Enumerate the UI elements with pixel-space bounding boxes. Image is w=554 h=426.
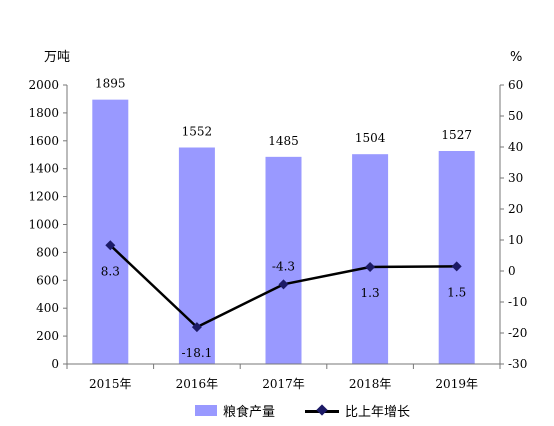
right-tick-label-40: 40 (508, 140, 523, 154)
growth-point-2018年 (365, 261, 376, 272)
right-tick-label--20: -20 (508, 326, 527, 340)
x-tick-label-2016年: 2016年 (176, 377, 219, 391)
legend: 粮食产量 比上年增长 (195, 400, 410, 420)
left-tick-label-0: 0 (51, 357, 59, 371)
bar-label-2015年: 1895 (95, 77, 126, 91)
bar-label-2018年: 1504 (355, 131, 386, 145)
legend-bar-label: 粮食产量 (223, 404, 276, 420)
bar-2015年 (92, 99, 129, 365)
legend-item-bar: 粮食产量 (195, 401, 275, 420)
bar-label-2019年: 1527 (441, 128, 472, 142)
bar-2017年 (265, 156, 302, 364)
bar-2018年 (352, 154, 389, 364)
x-tick-label-2019年: 2019年 (435, 377, 478, 391)
right-axis-unit: % (510, 50, 523, 65)
bar-2019年 (438, 150, 475, 364)
left-axis-unit: 万吨 (44, 50, 71, 65)
x-tick-label-2018年: 2018年 (349, 377, 392, 391)
left-tick-label-1600: 1600 (28, 134, 59, 148)
left-tick-label-1400: 1400 (28, 162, 59, 176)
left-tick-label-800: 800 (36, 245, 59, 259)
bar-label-2016年: 1552 (182, 124, 213, 138)
growth-point-2016年 (191, 322, 202, 333)
legend-line-swatch (305, 405, 340, 416)
legend-line-label: 比上年增长 (345, 404, 411, 420)
growth-label-2016年: -18.1 (182, 346, 213, 360)
legend-item-line: 比上年增长 (305, 401, 410, 420)
left-tick-label-2000: 2000 (28, 78, 59, 92)
right-tick-label-30: 30 (508, 171, 523, 185)
right-tick-label-60: 60 (508, 78, 523, 92)
growth-label-2017年: -4.3 (272, 259, 295, 273)
left-tick-label-600: 600 (36, 273, 59, 287)
x-tick-label-2017年: 2017年 (262, 377, 305, 391)
right-tick-label-20: 20 (508, 202, 523, 216)
growth-point-2015年 (105, 240, 116, 251)
right-tick-label-0: 0 (508, 264, 516, 278)
growth-label-2018年: 1.3 (361, 286, 380, 300)
legend-bar-swatch (195, 404, 217, 416)
left-tick-label-1800: 1800 (28, 106, 59, 120)
left-tick-label-200: 200 (36, 329, 59, 343)
right-tick-label--10: -10 (508, 295, 527, 309)
left-tick-label-1200: 1200 (28, 190, 59, 204)
growth-point-2019年 (451, 261, 462, 272)
right-tick-label--30: -30 (508, 357, 527, 371)
x-tick-label-2015年: 2015年 (89, 377, 132, 391)
right-tick-label-10: 10 (508, 233, 523, 247)
left-tick-label-400: 400 (36, 301, 59, 315)
right-tick-label-50: 50 (508, 109, 523, 123)
growth-label-2015年: 8.3 (101, 264, 120, 278)
bar-label-2017年: 1485 (268, 134, 299, 148)
left-tick-label-1000: 1000 (28, 218, 59, 232)
growth-point-2017年 (278, 279, 289, 290)
growth-label-2019年: 1.5 (447, 285, 466, 299)
